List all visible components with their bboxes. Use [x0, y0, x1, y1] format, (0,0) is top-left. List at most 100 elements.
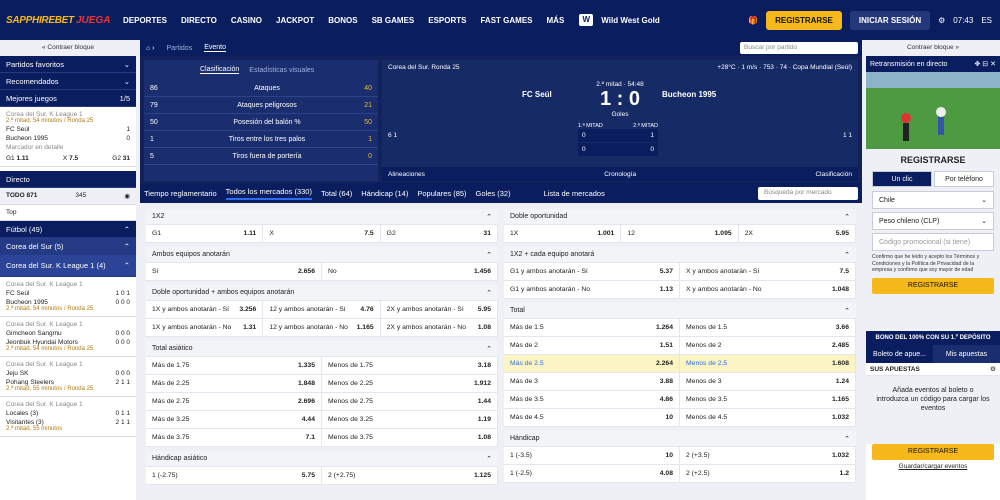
- terms-checkbox[interactable]: Confirmo que he leído y acepto los Térmi…: [872, 254, 980, 274]
- tab-populares[interactable]: Populares (85): [417, 188, 467, 198]
- timeline-link[interactable]: Cronología: [604, 170, 637, 178]
- market-title[interactable]: 1X2 ⌃: [146, 209, 498, 225]
- odds-cell[interactable]: Más de 4.5 10: [504, 409, 680, 427]
- odds-cell[interactable]: X y ambos anotarán - No 1.048: [680, 281, 856, 299]
- odds-cell[interactable]: Menos de 1.5 3.66: [680, 319, 856, 337]
- odds-cell[interactable]: G1 y ambos anotarán - Sí 5.37: [504, 263, 680, 281]
- odds-cell[interactable]: Más de 3 3.88: [504, 373, 680, 391]
- league-row[interactable]: Corea del Sur. K League 1 (4) ⌃: [0, 255, 136, 277]
- register-button[interactable]: REGISTRARSE: [766, 10, 842, 30]
- recommended-row[interactable]: Recomendados ⌄: [0, 73, 136, 90]
- detail-score-link[interactable]: Marcador en detalle: [6, 144, 64, 151]
- live-match[interactable]: Corea del Sur. K League 1 Locales (3) 0 1…: [0, 397, 136, 437]
- globe-icon[interactable]: ◉: [124, 193, 130, 200]
- odds-cell[interactable]: G1 1.11: [146, 225, 264, 243]
- odds-cell[interactable]: 12 1.095: [621, 225, 739, 243]
- odds-cell[interactable]: X 7.5: [263, 225, 381, 243]
- bonus-banner[interactable]: BONO DEL 100% CON SU 1.º DEPÓSITO: [866, 331, 1000, 345]
- market-title[interactable]: 1X2 + cada equipo anotará ⌃: [504, 247, 856, 263]
- market-title[interactable]: Hándicap ⌃: [504, 431, 856, 447]
- nav-fast-games[interactable]: FAST GAMES: [480, 15, 533, 25]
- time-filter[interactable]: Tiempo reglamentario: [144, 188, 217, 198]
- live-match[interactable]: Corea del Sur. K League 1 Gimcheon Sangm…: [0, 317, 136, 357]
- tab-clasificacion[interactable]: Clasificación: [200, 66, 240, 74]
- site-logo[interactable]: SAPPHIREBET: [6, 14, 74, 26]
- odds-cell[interactable]: Más de 2.75 2.696: [146, 393, 322, 411]
- odds-cell[interactable]: Más de 2.25 1.848: [146, 375, 322, 393]
- nav-bonos[interactable]: BONOS: [328, 15, 358, 25]
- nav-mas[interactable]: MÁS: [546, 15, 565, 25]
- tab-my-bets[interactable]: Mis apuestas: [945, 350, 988, 358]
- standings-link[interactable]: Clasificación: [815, 170, 852, 178]
- odd-g2[interactable]: G2 31: [112, 155, 130, 162]
- market-search-input[interactable]: Búsqueda por mercado: [758, 186, 858, 200]
- odds-cell[interactable]: Menos de 1.75 3.18: [322, 357, 498, 375]
- promo-code-input[interactable]: Código promocional (si tiene): [872, 233, 994, 251]
- live-stream-video[interactable]: [866, 72, 1000, 149]
- odds-cell[interactable]: Menos de 3 1.24: [680, 373, 856, 391]
- odds-cell[interactable]: Sí 2.656: [146, 263, 322, 281]
- nav-directo[interactable]: DIRECTO: [181, 15, 217, 25]
- odds-cell[interactable]: Más de 2.5 2.264: [504, 355, 680, 373]
- tab-evento[interactable]: Evento: [204, 44, 226, 52]
- home-icon[interactable]: ⌂ ›: [146, 44, 155, 52]
- event-search-input[interactable]: Buscar por partido: [740, 42, 858, 54]
- register-submit-button[interactable]: REGISTRARSE: [872, 277, 994, 294]
- football-row[interactable]: Fútbol (49) ⌃: [0, 221, 136, 238]
- odds-cell[interactable]: G1 y ambos anotarán - No 1.13: [504, 281, 680, 299]
- live-match[interactable]: Corea del Sur. K League 1 Jeju SK 0 0 0 P…: [0, 357, 136, 397]
- market-title[interactable]: Doble oportunidad + ambos equipos anotar…: [146, 285, 498, 301]
- odds-cell[interactable]: Más de 3.5 4.86: [504, 391, 680, 409]
- odds-cell[interactable]: Más de 1.75 1.335: [146, 357, 322, 375]
- tab-estadisticas[interactable]: Estadísticas visuales: [249, 66, 315, 74]
- odds-cell[interactable]: Menos de 4.5 1.032: [680, 409, 856, 427]
- odds-cell[interactable]: 1 (-2.75) 5.75: [146, 467, 322, 485]
- odds-cell[interactable]: X y ambos anotarán - Sí 7.5: [680, 263, 856, 281]
- odds-cell[interactable]: 2 (+2.75) 1.125: [322, 467, 498, 485]
- gift-icon[interactable]: 🎁: [748, 15, 759, 25]
- tab-all-markets[interactable]: Todos los mercados (330): [225, 187, 312, 200]
- partner-logo[interactable]: JUEGA: [76, 14, 111, 26]
- collapse-right-block[interactable]: Contraer bloque »: [866, 40, 1000, 56]
- market-list[interactable]: Lista de mercados: [543, 188, 605, 198]
- odds-cell[interactable]: 2 (+2.5) 1.2: [680, 465, 856, 483]
- tab-total[interactable]: Total (64): [320, 188, 353, 198]
- nav-deportes[interactable]: DEPORTES: [123, 15, 168, 25]
- tab-betslip[interactable]: Boleto de apue...: [866, 345, 933, 363]
- market-title[interactable]: Total ⌃: [504, 303, 856, 319]
- favorites-row[interactable]: Partidos favoritos ⌄: [0, 56, 136, 73]
- odds-cell[interactable]: 2X y ambos anotarán - No 1.08: [380, 319, 498, 337]
- country-row[interactable]: Corea del Sur (5) ⌃: [0, 238, 136, 255]
- nav-esports[interactable]: ESPORTS: [428, 15, 467, 25]
- odds-cell[interactable]: Menos de 3.5 1.165: [680, 391, 856, 409]
- save-load-events[interactable]: Guardar/cargar eventos: [898, 463, 968, 470]
- gear-icon[interactable]: ⚙: [990, 366, 996, 373]
- odds-cell[interactable]: 1X y ambos anotarán - No 1.31: [146, 319, 264, 337]
- language-selector[interactable]: ES: [981, 15, 992, 25]
- odds-cell[interactable]: 1 (-3.5) 10: [504, 447, 680, 465]
- odds-cell[interactable]: Más de 3.75 7.1: [146, 429, 322, 447]
- odds-cell[interactable]: Menos de 3.75 1.08: [322, 429, 498, 447]
- odd-g1[interactable]: G1 1.11: [6, 155, 29, 162]
- market-title[interactable]: Doble oportunidad ⌃: [504, 209, 856, 225]
- stream-controls-icon[interactable]: ✥ ⊟ ✕: [974, 61, 997, 68]
- tab-handicap[interactable]: Hándicap (14): [361, 188, 409, 198]
- all-count[interactable]: TODO 871: [6, 192, 38, 199]
- market-title[interactable]: Total asiático ⌃: [146, 341, 498, 357]
- currency-select[interactable]: Peso chileno (CLP) ⌄: [872, 212, 994, 230]
- odds-cell[interactable]: 1 (-2.5) 4.08: [504, 465, 680, 483]
- featured-match-card[interactable]: Corea del Sur. K League 1 2.ª mitad, 54 …: [0, 107, 136, 167]
- goals-selector[interactable]: Goles: [611, 111, 629, 118]
- odds-cell[interactable]: 1X y ambos anotarán - Sí 3.256: [146, 301, 264, 319]
- one-click-tab[interactable]: Un clic: [872, 171, 932, 187]
- odds-cell[interactable]: Más de 3.25 4.44: [146, 411, 322, 429]
- odds-cell[interactable]: Menos de 2.5 1.608: [680, 355, 856, 373]
- odds-cell[interactable]: Menos de 2.25 1.912: [322, 375, 498, 393]
- odds-cell[interactable]: Menos de 2.75 1.44: [322, 393, 498, 411]
- odds-cell[interactable]: 2 (+3.5) 1.032: [680, 447, 856, 465]
- promo-game-link[interactable]: W Wild West Gold: [579, 14, 660, 26]
- phone-tab[interactable]: Por teléfono: [934, 171, 994, 187]
- market-title[interactable]: Ambos equipos anotarán ⌃: [146, 247, 498, 263]
- login-button[interactable]: INICIAR SESIÓN: [849, 10, 931, 30]
- odds-cell[interactable]: Menos de 3.25 1.19: [322, 411, 498, 429]
